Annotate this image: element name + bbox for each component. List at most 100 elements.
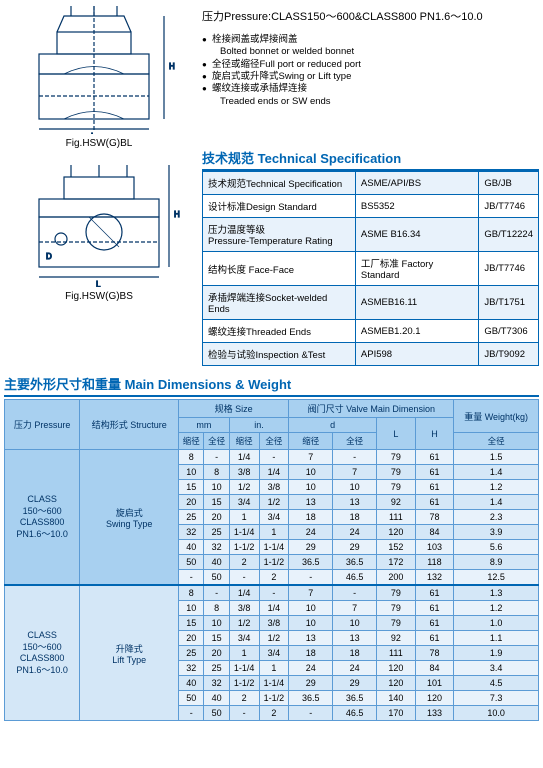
dimensions-table: 压力 Pressure 结构形式 Structure 规格 Size 阀门尺寸 … (4, 399, 539, 721)
dim-cell: 7 (333, 465, 377, 480)
dim-cell: 29 (333, 676, 377, 691)
spec-cell: API598 (355, 343, 479, 366)
dim-cell: 3.4 (454, 661, 539, 676)
dim-cell: 2 (229, 555, 259, 570)
dim-cell: - (259, 585, 289, 601)
dim-cell: 32 (179, 525, 204, 540)
dim-cell: 10 (179, 601, 204, 616)
dim-cell: 10 (333, 616, 377, 631)
dim-cell: 120 (415, 691, 454, 706)
dim-cell: 46.5 (333, 570, 377, 586)
dim-cell: 46.5 (333, 706, 377, 721)
dim-cell: 50 (204, 570, 229, 586)
feature-bullet: 全径或缩径Full port or reduced port (202, 59, 539, 71)
dim-cell: 13 (333, 495, 377, 510)
dim-cell: 132 (415, 570, 454, 586)
dim-cell: - (204, 585, 229, 601)
spec-cell: BS5352 (355, 195, 479, 218)
dim-cell: 61 (415, 631, 454, 646)
fig2-label: Fig.HSW(G)BS (65, 291, 133, 302)
dim-cell: 61 (415, 480, 454, 495)
dim-cell: 15 (179, 480, 204, 495)
spec-cell: 工厂标准 Factory Standard (355, 252, 479, 286)
spec-cell: ASME B16.34 (355, 218, 479, 252)
dim-cell: 1/4 (229, 450, 259, 465)
dim-cell: 1/2 (259, 631, 289, 646)
dim-cell: 1-1/2 (259, 555, 289, 570)
valve-diagram-bs: L H D (9, 157, 189, 287)
dim-cell: 92 (377, 495, 416, 510)
hdr-d: d (289, 418, 377, 433)
spec-cell: 结构长度 Face-Face (203, 252, 356, 286)
spec-cell: JB/T9092 (479, 343, 539, 366)
spec-cell: GB/T12224 (479, 218, 539, 252)
dim-cell: 36.5 (333, 691, 377, 706)
dim-cell: 140 (377, 691, 416, 706)
dim-cell: - (289, 570, 333, 586)
dim-cell: 5.6 (454, 540, 539, 555)
dim-cell: 111 (377, 646, 416, 661)
dim-cell: 15 (179, 616, 204, 631)
dim-cell: 3/4 (259, 510, 289, 525)
dim-cell: 2 (259, 706, 289, 721)
spec-cell: JB/T7746 (479, 195, 539, 218)
dim-cell: 29 (333, 540, 377, 555)
dim-cell: 120 (377, 676, 416, 691)
feature-bullet: Treaded ends or SW ends (202, 96, 539, 108)
dim-cell: 1/2 (259, 495, 289, 510)
dim-cell: 7 (333, 601, 377, 616)
dim-cell: 1/2 (229, 480, 259, 495)
dim-cell: 18 (289, 646, 333, 661)
svg-text:D: D (46, 252, 52, 261)
tech-spec-title: 技术规范 Technical Specification (202, 148, 539, 171)
dim-cell: 40 (204, 691, 229, 706)
spec-cell: ASME/API/BS (355, 172, 479, 195)
spec-cell: 技术规范Technical Specification (203, 172, 356, 195)
dim-cell: 8 (179, 450, 204, 465)
dim-cell: 1-1/4 (259, 676, 289, 691)
dim-cell: 20 (204, 510, 229, 525)
dim-cell: 133 (415, 706, 454, 721)
dim-cell: - (259, 450, 289, 465)
dim-cell: - (204, 450, 229, 465)
hdr-H: H (415, 418, 454, 450)
dim-cell: 3/8 (229, 465, 259, 480)
dim-cell: 79 (377, 450, 416, 465)
dim-cell: 18 (333, 646, 377, 661)
dim-cell: 40 (204, 555, 229, 570)
dim-cell: 78 (415, 646, 454, 661)
dim-cell: 2.3 (454, 510, 539, 525)
dim-cell: 101 (415, 676, 454, 691)
dim-cell: 12.5 (454, 570, 539, 586)
structure-cell: 旋启式 Swing Type (80, 450, 179, 586)
dim-cell: 120 (377, 661, 416, 676)
dim-cell: 32 (179, 661, 204, 676)
dim-cell: - (229, 706, 259, 721)
dim-cell: 2 (259, 570, 289, 586)
dim-cell: 24 (289, 525, 333, 540)
svg-text:L: L (96, 280, 101, 287)
dim-cell: 29 (289, 676, 333, 691)
dim-cell: - (289, 706, 333, 721)
dim-cell: 8.9 (454, 555, 539, 570)
feature-bullet: 栓接阀盖或焊接阀盖 (202, 34, 539, 46)
spec-cell: GB/T7306 (479, 320, 539, 343)
dim-cell: - (333, 450, 377, 465)
dim-cell: 7 (289, 450, 333, 465)
structure-cell: 升降式 Lift Type (80, 585, 179, 721)
dim-cell: 1.4 (454, 465, 539, 480)
dim-cell: 1.4 (454, 495, 539, 510)
dim-cell: 13 (289, 631, 333, 646)
dim-cell: 8 (204, 601, 229, 616)
dim-cell: 111 (377, 510, 416, 525)
dim-cell: 18 (289, 510, 333, 525)
dim-cell: 3.9 (454, 525, 539, 540)
dim-cell: 3/4 (229, 495, 259, 510)
dim-cell: 61 (415, 585, 454, 601)
pressure-cell: CLASS 150～600 CLASS800 PN1.6～10.0 (5, 450, 80, 586)
dim-cell: 3/8 (259, 616, 289, 631)
dim-cell: 200 (377, 570, 416, 586)
spec-cell: 压力温度等级 Pressure-Temperature Rating (203, 218, 356, 252)
dim-cell: 3/8 (259, 480, 289, 495)
spec-cell: 检验与试验Inspection &Test (203, 343, 356, 366)
